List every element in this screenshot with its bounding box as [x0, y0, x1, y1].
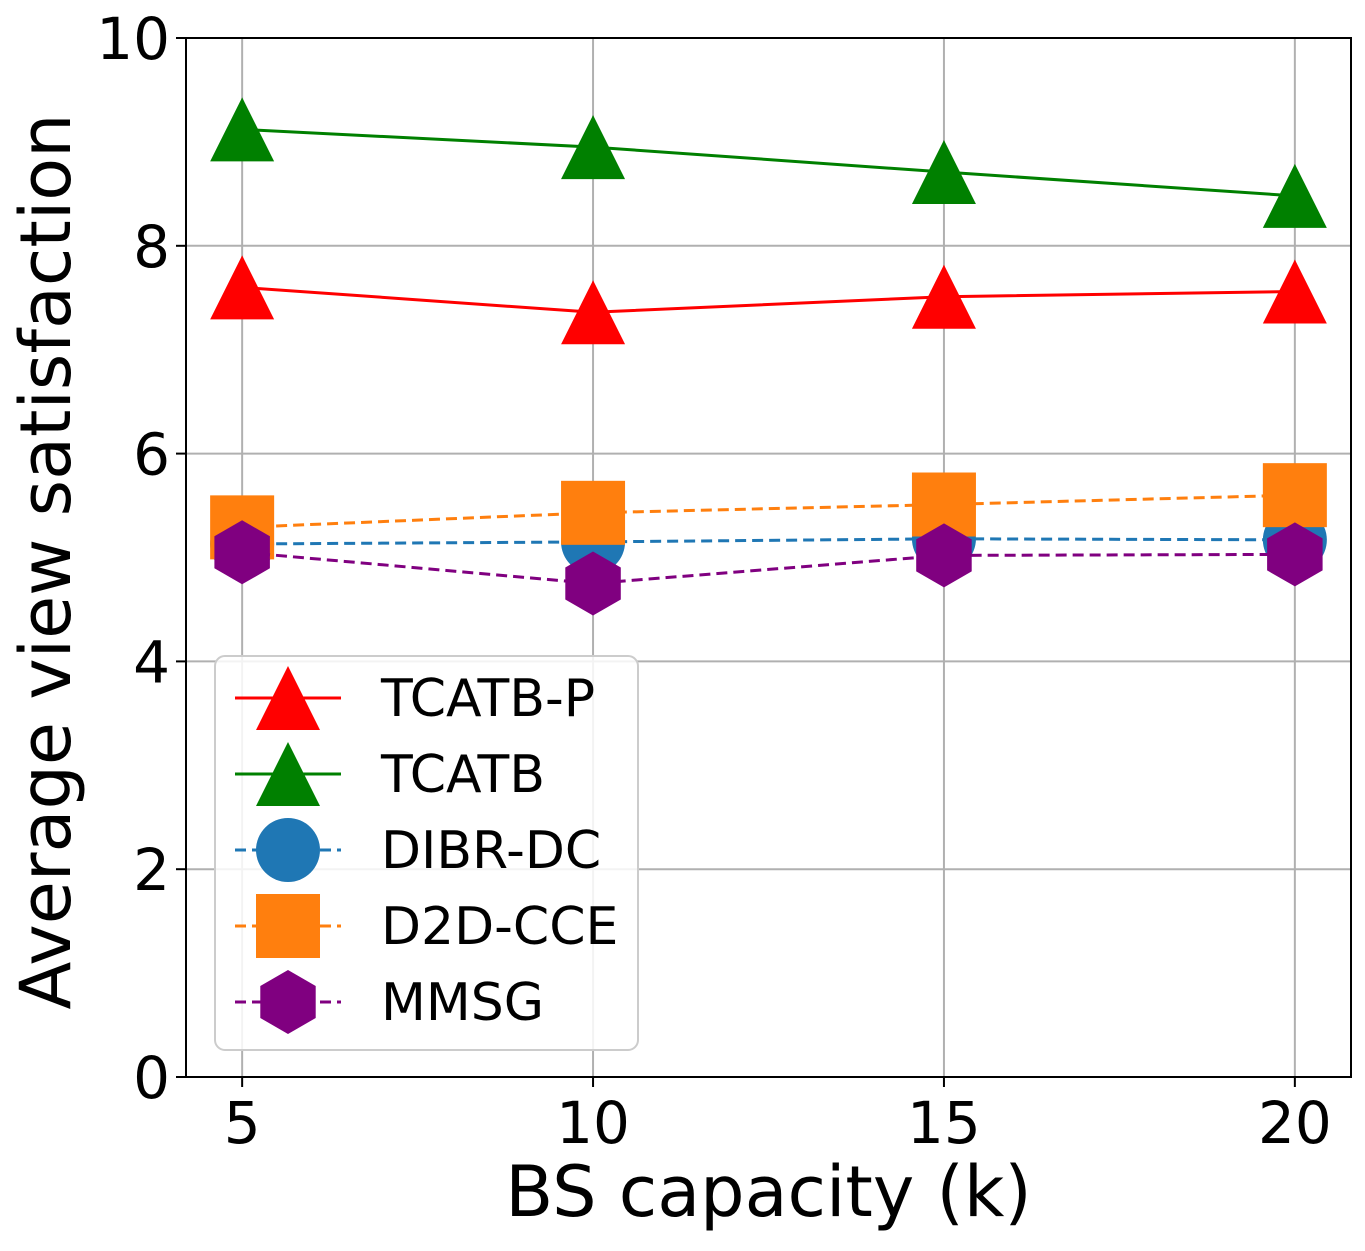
data-point	[916, 523, 972, 588]
legend-label: D2D-CCE	[381, 897, 618, 957]
y-tick-label: 0	[133, 1044, 170, 1112]
x-tick-label: 20	[1258, 1089, 1332, 1157]
series-line	[242, 285, 1295, 314]
y-axis-label: Average view satisfaction	[5, 114, 87, 1010]
data-point	[1262, 463, 1327, 528]
series-tcatb-p	[210, 255, 1327, 345]
data-point	[1262, 163, 1327, 228]
legend-marker	[256, 818, 320, 882]
data-point	[1262, 259, 1327, 324]
y-tick-label: 10	[96, 5, 170, 73]
data-point	[911, 264, 976, 329]
data-point	[561, 480, 626, 545]
legend-label: TCATB	[380, 745, 545, 805]
series-line	[242, 493, 1295, 529]
y-tick-label: 2	[133, 836, 170, 904]
data-point	[561, 115, 626, 180]
legend-item: TCATB	[235, 742, 545, 806]
legend: TCATB-P TCATB DIBR-DC D2D-CCE MMSG	[214, 655, 639, 1051]
legend-label: DIBR-DC	[381, 821, 601, 881]
legend-item: D2D-CCE	[235, 894, 618, 958]
x-tick-label: 10	[556, 1089, 630, 1157]
data-point	[565, 551, 621, 616]
y-tick-label: 8	[133, 213, 170, 281]
data-point	[210, 97, 275, 162]
x-tick-label: 5	[224, 1089, 261, 1157]
legend-marker	[260, 970, 316, 1034]
series-mmsg	[214, 520, 1323, 616]
series-d2d-cce	[210, 463, 1327, 560]
data-point	[214, 520, 270, 585]
legend-box	[214, 655, 639, 1051]
legend-marker	[256, 666, 320, 730]
legend-label: TCATB-P	[380, 669, 595, 729]
series-line	[242, 127, 1295, 198]
plot-area-frame	[185, 37, 1352, 1078]
legend-item: MMSG	[235, 970, 544, 1034]
y-tick-label: 4	[133, 628, 170, 696]
series-layer	[210, 97, 1327, 616]
data-point	[911, 140, 976, 205]
data-point	[210, 255, 275, 320]
axis-ticks: 5 10 15 20 0 2 4 6 8 10	[96, 5, 1332, 1157]
legend-label: MMSG	[381, 973, 544, 1033]
x-axis-label: BS capacity (k)	[505, 1151, 1031, 1233]
y-tick-label: 6	[133, 421, 170, 489]
x-tick-label: 15	[907, 1089, 981, 1157]
series-tcatb	[210, 97, 1327, 228]
legend-item: TCATB-P	[235, 666, 595, 730]
data-point	[561, 280, 626, 345]
legend-item: DIBR-DC	[235, 818, 601, 882]
legend-marker	[256, 742, 320, 806]
data-point	[1267, 522, 1323, 587]
legend-marker	[256, 894, 320, 958]
series-line	[242, 537, 1295, 546]
series-line	[242, 550, 1295, 585]
